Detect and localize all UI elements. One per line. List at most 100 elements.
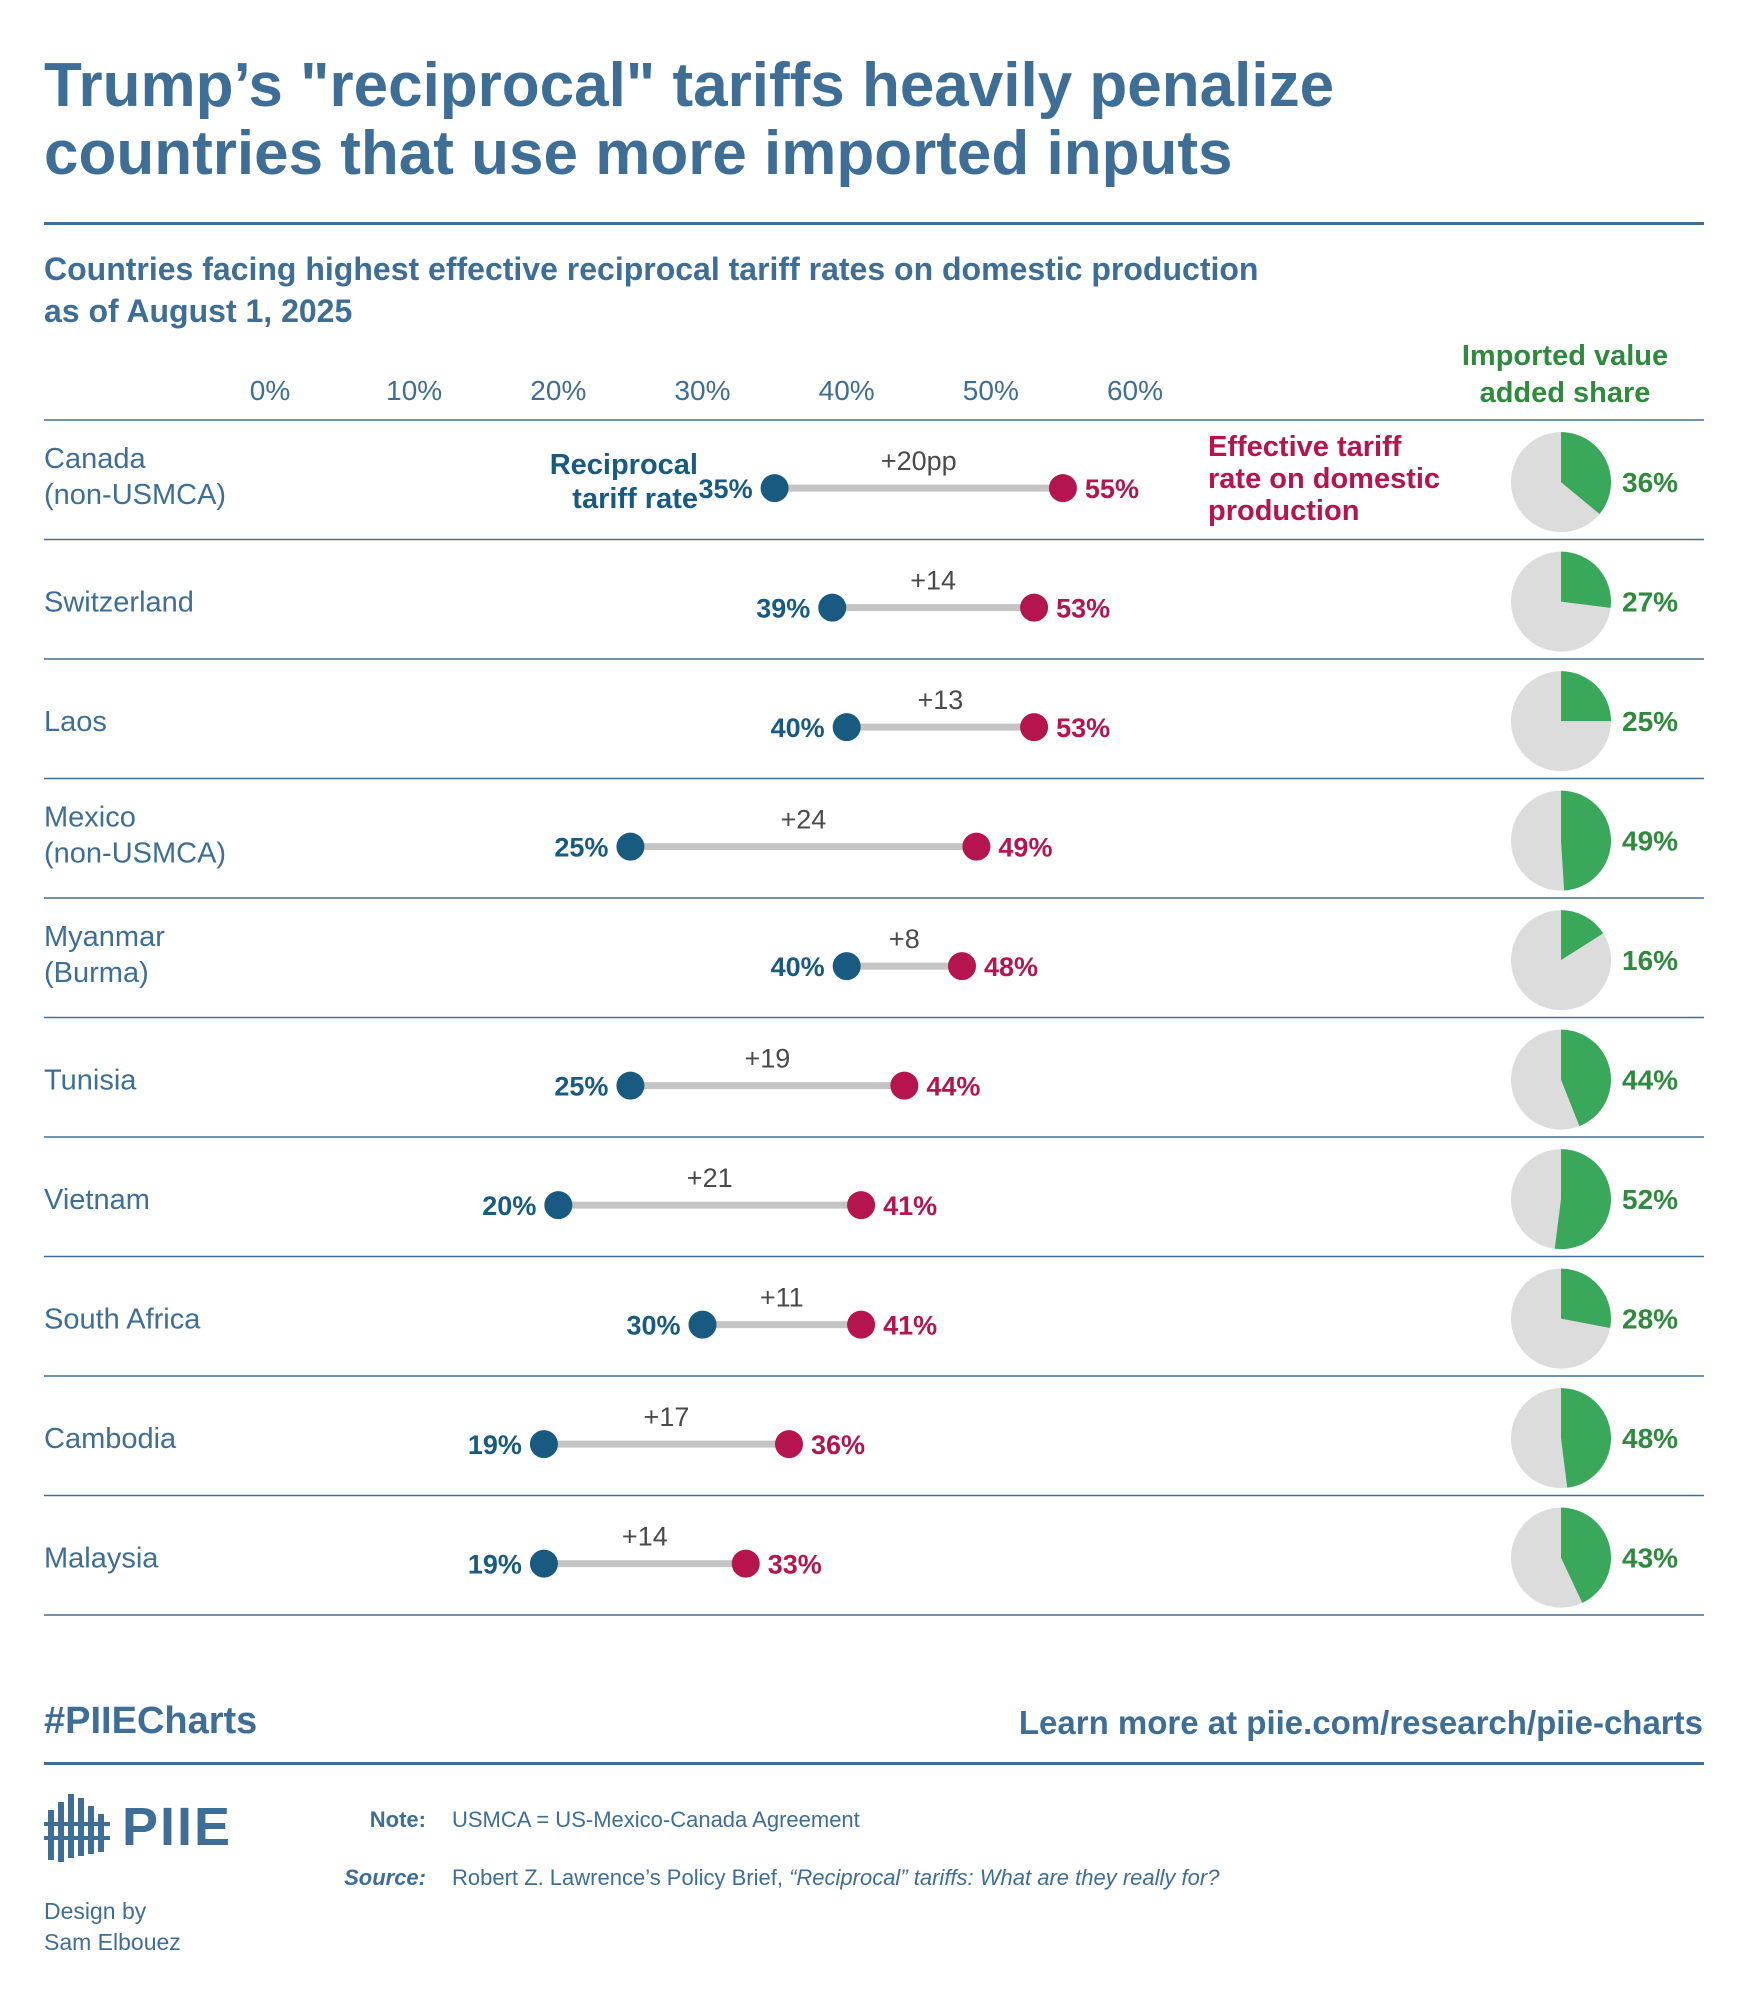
effective-dot [1020, 713, 1049, 742]
gap-label: +8 [889, 924, 920, 954]
reciprocal-dot [529, 1430, 558, 1459]
effective-label: 48% [984, 952, 1038, 982]
reciprocal-label: 30% [626, 1311, 680, 1341]
effective-dot [731, 1549, 760, 1578]
effective-dot [847, 1310, 876, 1339]
imported-share-label: 36% [1622, 467, 1678, 498]
source-text-prefix: Robert Z. Lawrence’s Policy Brief, [452, 1865, 790, 1890]
effective-dot [962, 832, 991, 861]
reciprocal-label: 35% [699, 474, 753, 504]
country-name: Mexico [44, 802, 136, 834]
imported-share-label: 25% [1622, 706, 1678, 737]
effective-label: 36% [811, 1430, 865, 1460]
pie-slice [1561, 432, 1611, 515]
source-text: Robert Z. Lawrence’s Policy Brief, “Reci… [452, 1865, 1219, 1891]
reciprocal-dot [832, 952, 861, 981]
pie-column-title: Imported value added share [1420, 338, 1710, 412]
imported-share-label: 44% [1622, 1065, 1678, 1096]
legend-effective: rate on domestic [1208, 463, 1440, 495]
country-name: (non-USMCA) [44, 838, 226, 870]
reciprocal-dot [616, 1071, 645, 1100]
reciprocal-dot [818, 593, 847, 622]
x-tick-label: 0% [250, 375, 290, 406]
chart-subtitle-line-2: as of August 1, 2025 [44, 293, 353, 329]
effective-label: 53% [1056, 713, 1110, 743]
imported-share-label: 27% [1622, 587, 1678, 618]
imported-share-label: 43% [1622, 1543, 1678, 1574]
imported-share-label: 48% [1622, 1423, 1678, 1454]
pie-column-title-line-1: Imported value [1461, 340, 1669, 372]
country-name: Myanmar [44, 921, 165, 953]
reciprocal-label: 39% [756, 594, 810, 624]
note-text: USMCA = US-Mexico-Canada Agreement [452, 1807, 860, 1832]
gap-label: +13 [917, 685, 963, 715]
reciprocal-label: 40% [771, 952, 825, 982]
gap-label: +14 [910, 566, 956, 596]
imported-share-label: 16% [1622, 945, 1678, 976]
note-label: Note: [369, 1807, 426, 1832]
legend-reciprocal: Reciprocal [550, 449, 698, 481]
pie-slice [1561, 1268, 1611, 1329]
reciprocal-label: 40% [771, 713, 825, 743]
effective-dot [847, 1191, 876, 1220]
hashtag: #PIIECharts [44, 1700, 258, 1742]
imported-share-label: 52% [1622, 1184, 1678, 1215]
reciprocal-dot [544, 1191, 573, 1220]
gap-label: +17 [644, 1402, 690, 1432]
pie-slice [1561, 1507, 1611, 1603]
imported-share-label: 49% [1622, 826, 1678, 857]
country-name: Switzerland [44, 587, 194, 619]
pie-slice [1561, 551, 1611, 608]
country-name: (Burma) [44, 957, 149, 989]
gap-label: +14 [622, 1522, 668, 1552]
legend-effective: production [1208, 495, 1359, 527]
title-divider [44, 222, 1704, 225]
reciprocal-dot [832, 713, 861, 742]
chart-title: Trump’s "reciprocal" tariffs heavily pen… [44, 52, 1704, 188]
effective-dot [948, 952, 976, 981]
x-tick-label: 10% [386, 375, 442, 406]
effective-dot [1048, 474, 1077, 503]
pie-slice [1561, 1388, 1611, 1488]
dumbbell-chart: 0% 10% 20% 30% 40% 50% 60% Canada (non-USMCA) 35%… [44, 375, 1704, 1616]
pie-slice [1561, 790, 1611, 891]
pie-slice [1561, 671, 1611, 722]
reciprocal-label: 25% [554, 1072, 608, 1102]
reciprocal-dot [760, 474, 789, 503]
gap-label: +11 [760, 1283, 804, 1313]
footer-divider [44, 1762, 1704, 1765]
effective-label: 33% [768, 1550, 822, 1580]
country-name: Cambodia [44, 1423, 177, 1455]
effective-label: 41% [883, 1311, 937, 1341]
x-tick-label: 20% [530, 375, 586, 406]
country-name: (non-USMCA) [44, 479, 226, 511]
legend-reciprocal: tariff rate [572, 483, 698, 515]
country-name: Vietnam [44, 1184, 150, 1216]
country-name: Tunisia [44, 1065, 137, 1097]
x-tick-label: 40% [819, 375, 875, 406]
country-name: South Africa [44, 1304, 201, 1336]
source-title: “Reciprocal” tariffs: What are they real… [789, 1865, 1220, 1890]
x-tick-label: 60% [1107, 375, 1163, 406]
chart-subtitle: Countries facing highest effective recip… [44, 248, 1544, 332]
reciprocal-dot [688, 1310, 717, 1339]
design-credit-line-2: Sam Elbouez [44, 1929, 181, 1955]
country-name: Malaysia [44, 1543, 159, 1575]
reciprocal-label: 25% [554, 833, 608, 863]
chart-title-line-1: Trump’s "reciprocal" tariffs heavily pen… [44, 51, 1335, 120]
country-name: Laos [44, 706, 107, 738]
pie-slice [1561, 910, 1604, 961]
effective-label: 49% [998, 833, 1052, 863]
reciprocal-label: 20% [482, 1191, 536, 1221]
effective-label: 55% [1085, 474, 1139, 504]
reciprocal-label: 19% [468, 1550, 522, 1580]
gap-label: +20pp [881, 446, 957, 476]
learn-more-link[interactable]: Learn more at piie.com/research/piie-cha… [1018, 1704, 1703, 1741]
imported-share-label: 28% [1622, 1304, 1678, 1335]
reciprocal-label: 19% [468, 1430, 522, 1460]
effective-dot [775, 1430, 803, 1459]
design-credit-line-1: Design by [44, 1898, 147, 1924]
pie-slice [1554, 1149, 1611, 1250]
effective-label: 53% [1056, 594, 1110, 624]
chart-subtitle-line-1: Countries facing highest effective recip… [44, 251, 1259, 287]
